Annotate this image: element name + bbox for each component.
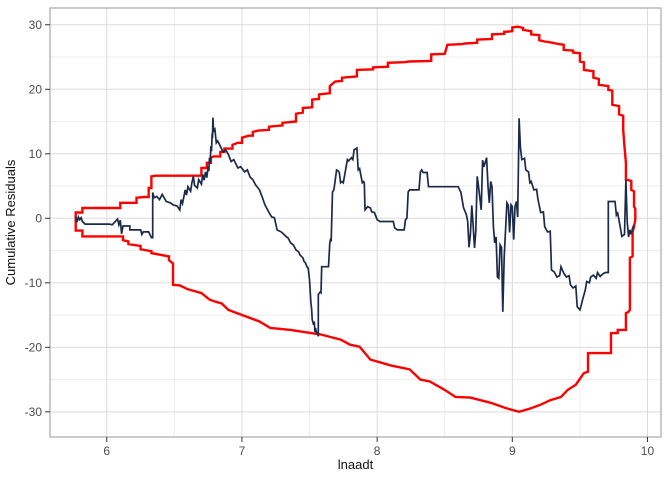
- x-tick-label: 10: [641, 444, 655, 458]
- x-tick-label: 7: [239, 444, 246, 458]
- axis-tick-marks: [45, 24, 648, 442]
- axis-tick-labels: 6 7 8 9 10 -30 -20 -10 0 10 20 30: [25, 18, 655, 458]
- y-tick-label: -30: [25, 405, 43, 419]
- y-tick-label: 10: [29, 147, 43, 161]
- y-tick-label: -10: [25, 276, 43, 290]
- y-tick-label: -20: [25, 340, 43, 354]
- panel-border: [49, 7, 662, 438]
- cumulative-residuals-line: [74, 117, 635, 337]
- y-tick-label: 30: [29, 18, 43, 32]
- y-tick-label: 20: [29, 82, 43, 96]
- y-axis-title: Cumulative Residuals: [3, 159, 18, 285]
- data-series: [74, 25, 637, 414]
- x-axis-title: lnaadt: [338, 457, 374, 472]
- y-tick-label: 0: [35, 211, 42, 225]
- x-tick-label: 9: [509, 444, 516, 458]
- x-tick-label: 8: [374, 444, 381, 458]
- plot-panel: [50, 8, 661, 437]
- simulation-envelope-line: [74, 25, 637, 414]
- x-tick-label: 6: [103, 444, 110, 458]
